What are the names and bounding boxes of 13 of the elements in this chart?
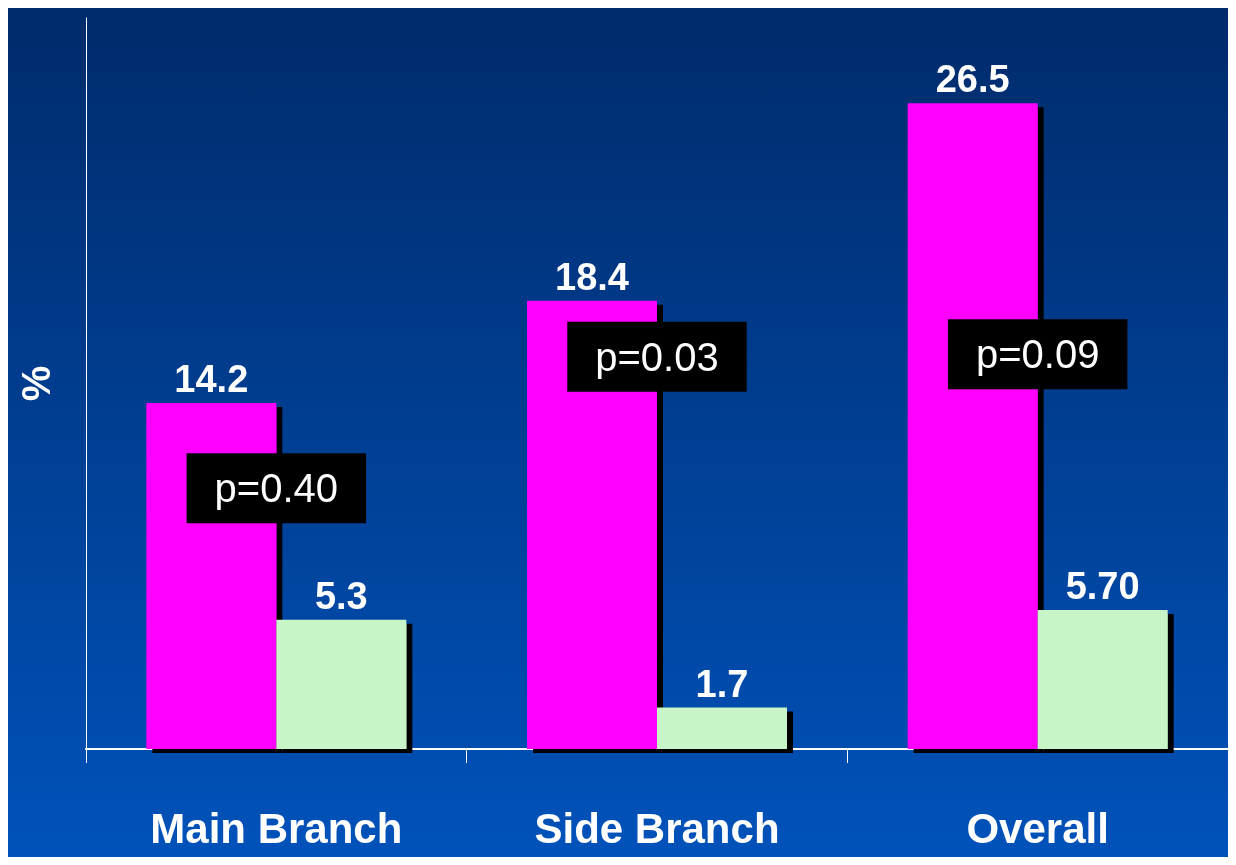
data-label: 1.7	[695, 662, 749, 705]
data-label: 26.5	[935, 58, 1010, 101]
x-tick-label: Side Branch	[534, 804, 780, 852]
annotation: p=0.09	[975, 332, 1100, 377]
data-label: 18.4	[555, 255, 629, 298]
x-tick-label: Overall	[966, 804, 1109, 852]
x-tick-label: Main Branch	[150, 804, 403, 852]
data-label: 14.2	[174, 357, 249, 400]
data-label: 5.70	[1065, 565, 1140, 608]
annotation: p=0.03	[595, 334, 719, 379]
annotation: p=0.40	[214, 466, 339, 511]
y-axis-title: %	[14, 365, 58, 402]
data-label: 5.3	[314, 574, 368, 617]
